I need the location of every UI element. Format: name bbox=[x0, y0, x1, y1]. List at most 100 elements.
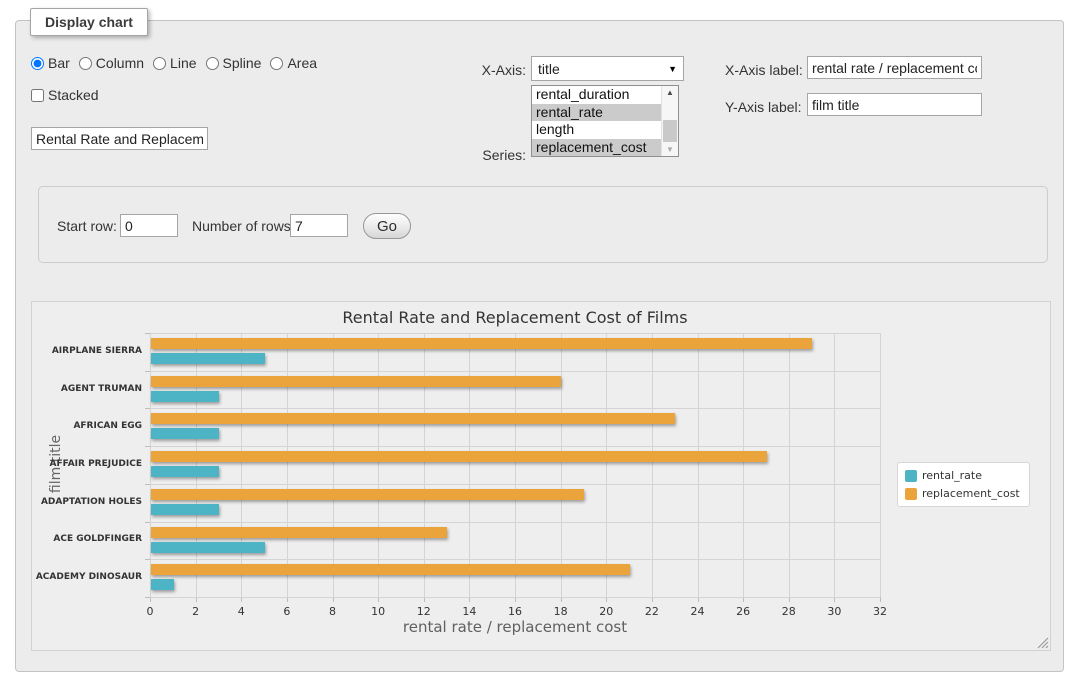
grid-line-vertical bbox=[789, 333, 790, 597]
chart-title-input[interactable] bbox=[31, 127, 208, 150]
category-label: ACE GOLDFINGER bbox=[22, 534, 142, 544]
start-row-label: Start row: bbox=[57, 218, 117, 234]
bar-replacement_cost[interactable] bbox=[151, 338, 812, 349]
radio-option-spline[interactable]: Spline bbox=[206, 55, 262, 71]
series-option[interactable]: length bbox=[532, 121, 662, 139]
area-radio-label: Area bbox=[287, 55, 317, 71]
scroll-up-icon[interactable]: ▲ bbox=[662, 88, 678, 97]
grid-line-vertical bbox=[196, 333, 197, 597]
bar-rental_rate[interactable] bbox=[151, 542, 265, 553]
grid-line-vertical bbox=[652, 333, 653, 597]
stacked-row: Stacked bbox=[31, 87, 99, 103]
x-tick-label: 8 bbox=[316, 605, 350, 618]
go-button[interactable]: Go bbox=[363, 213, 411, 239]
legend-swatch-icon bbox=[905, 470, 917, 482]
category-label: AFFAIR PREJUDICE bbox=[22, 459, 142, 469]
grid-line-horizontal bbox=[150, 371, 880, 372]
plot-area: 02468101214161820222426283032AIRPLANE SI… bbox=[150, 333, 880, 597]
x-axis-tick bbox=[880, 597, 881, 602]
bar-rental_rate[interactable] bbox=[151, 579, 174, 590]
start-row-input[interactable] bbox=[120, 214, 178, 237]
x-tick-label: 6 bbox=[270, 605, 304, 618]
x-axis-title: rental rate / replacement cost bbox=[150, 618, 880, 636]
bar-replacement_cost[interactable] bbox=[151, 489, 584, 500]
bar-replacement_cost[interactable] bbox=[151, 451, 767, 462]
display-chart-panel: Display chart Bar Column Line Spline Are… bbox=[15, 20, 1064, 672]
legend-item-replacement_cost[interactable]: replacement_cost bbox=[905, 487, 1020, 500]
grid-line-vertical bbox=[424, 333, 425, 597]
grid-line-vertical bbox=[378, 333, 379, 597]
series-listbox-items: rental_durationrental_ratelengthreplacem… bbox=[532, 86, 678, 156]
chart-container: Rental Rate and Replacement Cost of Film… bbox=[31, 301, 1051, 651]
column-radio[interactable] bbox=[79, 57, 92, 70]
x-tick-label: 28 bbox=[772, 605, 806, 618]
y-axis-label-input[interactable] bbox=[807, 93, 982, 116]
number-of-rows-input[interactable] bbox=[290, 214, 348, 237]
x-tick-label: 10 bbox=[361, 605, 395, 618]
y-axis-tick bbox=[145, 597, 150, 598]
radio-option-column[interactable]: Column bbox=[79, 55, 144, 71]
legend-label: replacement_cost bbox=[922, 487, 1020, 500]
grid-line-vertical bbox=[834, 333, 835, 597]
line-radio[interactable] bbox=[153, 57, 166, 70]
legend-label: rental_rate bbox=[922, 469, 982, 482]
x-axis-selected-value: title bbox=[538, 61, 560, 77]
y-axis-tick bbox=[145, 522, 150, 523]
y-axis-tick bbox=[145, 333, 150, 334]
bar-rental_rate[interactable] bbox=[151, 504, 219, 515]
spline-radio-label: Spline bbox=[223, 55, 262, 71]
panel-title: Display chart bbox=[30, 8, 148, 36]
x-axis-select[interactable]: title ▼ bbox=[531, 56, 684, 81]
radio-option-line[interactable]: Line bbox=[153, 55, 196, 71]
area-radio[interactable] bbox=[270, 57, 283, 70]
x-tick-label: 12 bbox=[407, 605, 441, 618]
x-tick-label: 20 bbox=[589, 605, 623, 618]
stacked-checkbox[interactable] bbox=[31, 89, 44, 102]
x-tick-label: 26 bbox=[726, 605, 760, 618]
x-tick-label: 18 bbox=[544, 605, 578, 618]
series-listbox-scrollbar[interactable]: ▲ ▼ bbox=[661, 86, 678, 156]
series-listbox[interactable]: rental_durationrental_ratelengthreplacem… bbox=[531, 85, 679, 157]
grid-line-vertical bbox=[469, 333, 470, 597]
bar-replacement_cost[interactable] bbox=[151, 413, 675, 424]
radio-option-area[interactable]: Area bbox=[270, 55, 317, 71]
bar-rental_rate[interactable] bbox=[151, 428, 219, 439]
legend-item-rental_rate[interactable]: rental_rate bbox=[905, 469, 1020, 482]
resize-grip-icon[interactable] bbox=[1037, 637, 1049, 649]
bar-replacement_cost[interactable] bbox=[151, 564, 630, 575]
grid-line-vertical bbox=[333, 333, 334, 597]
bar-rental_rate[interactable] bbox=[151, 466, 219, 477]
grid-line-vertical bbox=[515, 333, 516, 597]
series-option[interactable]: rental_duration bbox=[532, 86, 662, 104]
y-axis-tick bbox=[145, 371, 150, 372]
grid-line-horizontal bbox=[150, 408, 880, 409]
series-option[interactable]: rental_rate bbox=[532, 104, 662, 122]
chevron-down-icon: ▼ bbox=[668, 64, 677, 74]
grid-line-vertical bbox=[150, 333, 151, 597]
bar-rental_rate[interactable] bbox=[151, 353, 265, 364]
radio-option-bar[interactable]: Bar bbox=[31, 55, 70, 71]
bar-radio[interactable] bbox=[31, 57, 44, 70]
x-tick-label: 14 bbox=[452, 605, 486, 618]
bar-radio-label: Bar bbox=[48, 55, 70, 71]
series-option[interactable]: replacement_cost bbox=[532, 139, 662, 157]
column-radio-label: Column bbox=[96, 55, 144, 71]
chart-title: Rental Rate and Replacement Cost of Film… bbox=[150, 308, 880, 327]
x-tick-label: 22 bbox=[635, 605, 669, 618]
spline-radio[interactable] bbox=[206, 57, 219, 70]
x-tick-label: 32 bbox=[863, 605, 897, 618]
bar-rental_rate[interactable] bbox=[151, 391, 219, 402]
bar-replacement_cost[interactable] bbox=[151, 376, 561, 387]
grid-line-horizontal bbox=[150, 333, 880, 334]
x-axis-label-input[interactable] bbox=[807, 56, 982, 79]
y-axis-label-caption: Y-Axis label: bbox=[725, 99, 802, 115]
chart-type-radio-group: Bar Column Line Spline Area bbox=[31, 55, 317, 71]
stacked-option[interactable]: Stacked bbox=[31, 87, 99, 103]
grid-line-horizontal bbox=[150, 597, 880, 598]
legend-swatch-icon bbox=[905, 488, 917, 500]
bar-replacement_cost[interactable] bbox=[151, 527, 447, 538]
category-label: AFRICAN EGG bbox=[22, 421, 142, 431]
scroll-down-icon[interactable]: ▼ bbox=[662, 145, 678, 154]
scrollbar-thumb[interactable] bbox=[663, 120, 677, 142]
x-tick-label: 2 bbox=[179, 605, 213, 618]
